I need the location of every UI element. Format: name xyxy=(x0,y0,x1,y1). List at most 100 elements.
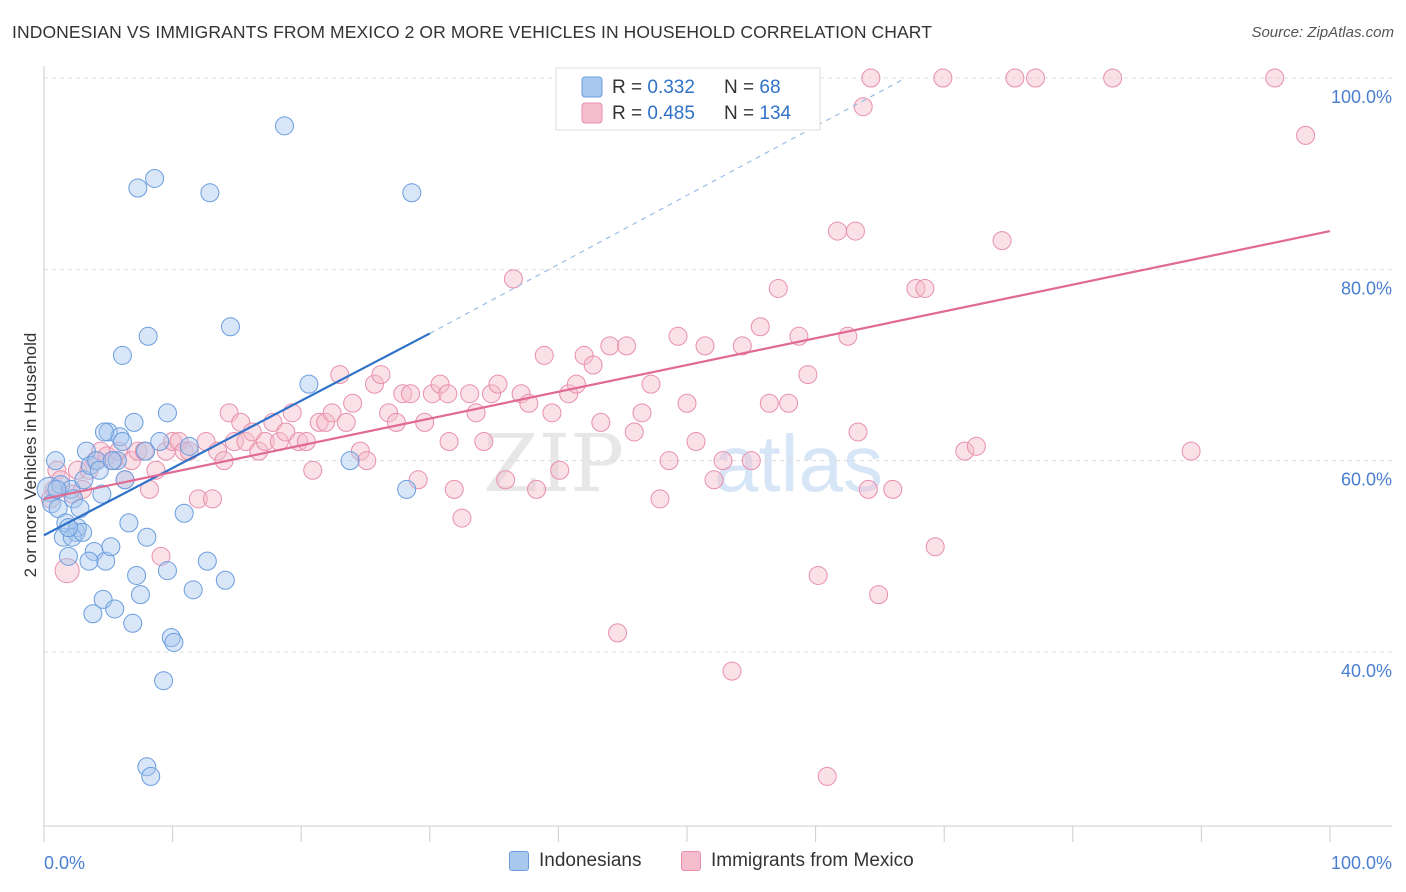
point-indonesians xyxy=(137,527,157,547)
point-indonesians xyxy=(62,527,82,547)
watermark: ZIP atlas xyxy=(483,417,883,510)
point-mexico xyxy=(386,412,406,432)
stats-legend-n-value-pink: 134 xyxy=(759,103,791,124)
point-mexico xyxy=(503,269,523,289)
trend-line-indonesians-extension xyxy=(429,77,906,334)
point-indonesians xyxy=(105,599,125,619)
point-mexico xyxy=(848,422,868,442)
y-tick-label-100: 100.0% xyxy=(1331,87,1392,107)
legend-item-mexico[interactable]: Immigrants from Mexico xyxy=(681,850,914,872)
stats-legend: R = 0.332 N = 68 R = 0.485 N = 134 xyxy=(555,67,821,131)
watermark-atlas: atlas xyxy=(714,419,883,508)
point-indonesians xyxy=(141,766,161,786)
source-credit: Source: ZipAtlas.com xyxy=(1251,24,1394,41)
point-indonesians xyxy=(157,561,177,581)
point-indonesians xyxy=(274,116,294,136)
point-mexico xyxy=(966,436,986,456)
point-mexico xyxy=(817,766,837,786)
point-mexico xyxy=(722,661,742,681)
trend-line-mexico xyxy=(43,229,1331,501)
point-mexico xyxy=(430,374,450,394)
point-mexico xyxy=(303,460,323,480)
point-mexico xyxy=(869,585,889,605)
stats-legend-n-label-blue: N = xyxy=(724,77,759,98)
point-mexico xyxy=(350,441,370,461)
point-indonesians xyxy=(200,183,220,203)
point-mexico xyxy=(188,489,208,509)
point-mexico xyxy=(608,623,628,643)
point-indonesians xyxy=(145,168,165,188)
point-indonesians xyxy=(70,499,90,518)
chart-title: INDONESIAN VS IMMIGRANTS FROM MEXICO 2 O… xyxy=(12,22,933,42)
point-indonesians xyxy=(340,451,360,471)
grid xyxy=(44,77,1392,653)
svg-text:N = 134: N = 134 xyxy=(724,103,792,124)
y-axis-title: 2 or more Vehicles in Household xyxy=(21,333,40,578)
point-mexico xyxy=(54,558,80,584)
stats-legend-swatch-pink xyxy=(581,102,603,124)
point-mexico xyxy=(992,231,1012,251)
point-indonesians xyxy=(154,671,174,691)
point-indonesians xyxy=(96,551,116,571)
point-mexico xyxy=(741,451,761,471)
point-mexico xyxy=(632,403,652,423)
point-mexico xyxy=(686,432,706,452)
point-mexico xyxy=(128,441,148,461)
point-mexico xyxy=(542,403,562,423)
point-indonesians xyxy=(174,503,194,523)
stats-legend-n-value-blue: 68 xyxy=(759,77,780,98)
point-mexico xyxy=(496,470,516,490)
point-mexico xyxy=(527,479,547,499)
point-indonesians xyxy=(112,345,132,365)
point-mexico xyxy=(169,432,189,452)
svg-text:N = 68: N = 68 xyxy=(724,77,781,98)
point-mexico xyxy=(109,441,129,461)
point-mexico xyxy=(1265,68,1285,88)
point-mexico xyxy=(641,374,661,394)
point-mexico xyxy=(415,412,435,432)
point-mexico xyxy=(309,412,329,432)
point-indonesians xyxy=(128,178,148,198)
point-mexico xyxy=(845,221,865,241)
legend-swatch-mexico xyxy=(681,851,701,871)
point-mexico xyxy=(336,412,356,432)
point-mexico xyxy=(316,412,336,432)
stats-legend-r-label-pink: R = xyxy=(612,103,647,124)
point-mexico xyxy=(47,460,67,480)
stats-legend-n-label-pink: N = xyxy=(724,103,759,124)
point-indonesians xyxy=(220,317,240,337)
point-mexico xyxy=(482,384,502,404)
point-indonesians xyxy=(46,451,66,471)
point-indonesians xyxy=(47,479,67,499)
point-indonesians xyxy=(299,374,319,394)
point-indonesians xyxy=(137,757,157,777)
point-mexico xyxy=(393,384,413,404)
axes xyxy=(43,66,1392,842)
point-mexico xyxy=(460,384,480,404)
point-indonesians xyxy=(164,632,184,652)
point-indonesians xyxy=(89,460,109,480)
point-mexico xyxy=(759,393,779,413)
point-mexico xyxy=(1296,125,1316,145)
point-mexico xyxy=(925,537,945,557)
svg-text:R = 0.485: R = 0.485 xyxy=(612,103,695,124)
point-mexico xyxy=(617,336,637,356)
point-mexico xyxy=(883,479,903,499)
point-mexico xyxy=(713,451,733,471)
point-mexico xyxy=(422,384,442,404)
point-mexico xyxy=(357,451,377,471)
point-indonesians xyxy=(397,479,417,499)
stats-legend-r-label-blue: R = xyxy=(612,77,647,98)
stats-legend-r-value-pink: 0.485 xyxy=(647,103,695,124)
legend-item-indonesians[interactable]: Indonesians xyxy=(509,850,641,872)
stats-legend-r-value-blue: 0.332 xyxy=(647,77,695,98)
point-indonesians xyxy=(92,484,112,504)
point-mexico xyxy=(371,365,391,385)
point-indonesians xyxy=(83,604,103,624)
point-mexico xyxy=(401,384,421,404)
point-mexico xyxy=(915,278,935,298)
point-indonesians xyxy=(138,326,158,346)
point-indonesians xyxy=(136,441,156,461)
point-mexico xyxy=(488,374,508,394)
